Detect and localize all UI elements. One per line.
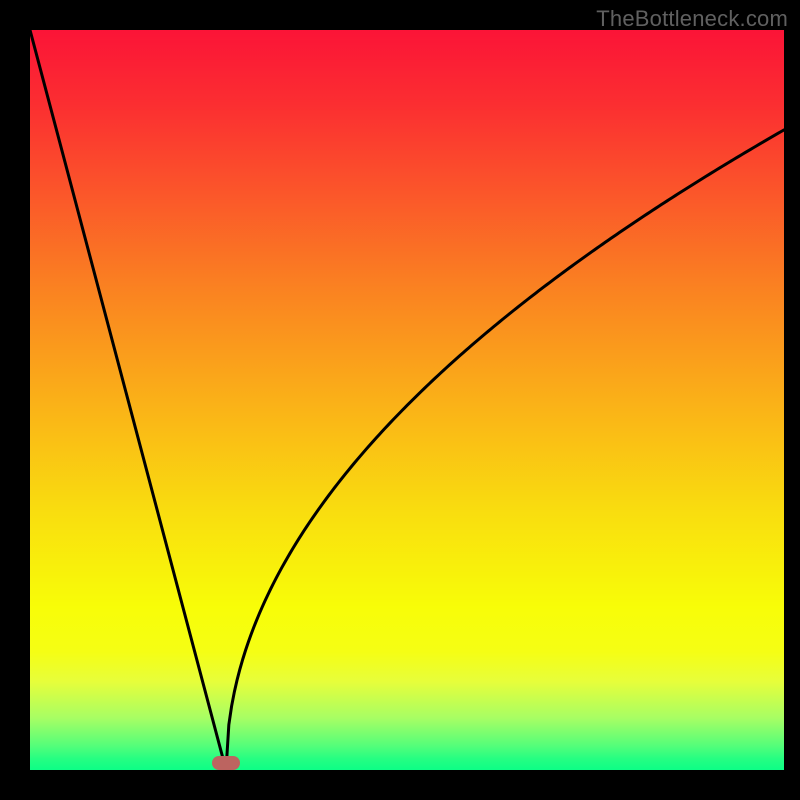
curve-svg (30, 30, 784, 770)
chart-container: TheBottleneck.com (0, 0, 800, 800)
plot-area (30, 30, 784, 770)
watermark-text: TheBottleneck.com (596, 6, 788, 32)
min-marker (212, 756, 240, 770)
